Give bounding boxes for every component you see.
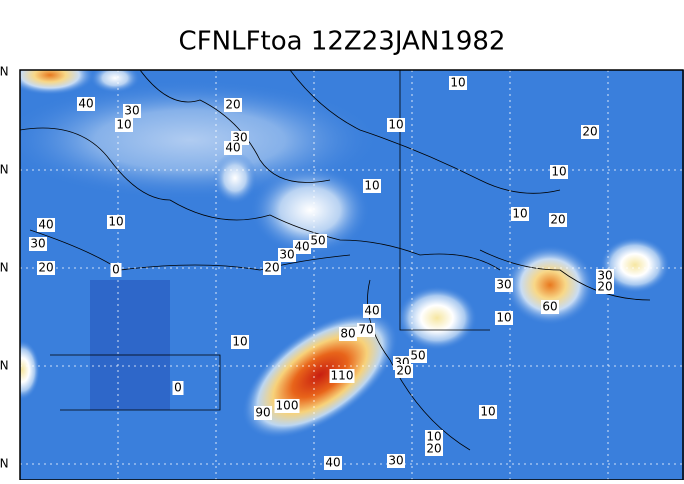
contour-label-box bbox=[224, 98, 242, 112]
contour-label: 20 bbox=[264, 261, 279, 275]
contour-label-box bbox=[263, 261, 281, 275]
contour-label-box bbox=[123, 104, 141, 118]
contour-label-box bbox=[274, 399, 300, 413]
latitude-label: 0N bbox=[0, 457, 9, 471]
contour-label-box bbox=[479, 405, 497, 419]
contour-label: 30 bbox=[30, 237, 45, 251]
contour-label-box bbox=[395, 364, 413, 378]
contour-label: 50 bbox=[310, 234, 325, 248]
contour-label-box bbox=[224, 141, 242, 155]
contour-label-box bbox=[596, 280, 614, 294]
contour-label-box bbox=[387, 454, 405, 468]
contour-label-box bbox=[254, 406, 272, 420]
contour-label: 20 bbox=[396, 364, 411, 378]
contour-label: 40 bbox=[325, 456, 340, 470]
contour-label: 20 bbox=[550, 213, 565, 227]
map-title: CFNLFtoa 12Z23JAN1982 bbox=[179, 27, 506, 57]
contour-label-box bbox=[29, 237, 47, 251]
contour-label: 10 bbox=[512, 207, 527, 221]
contour-label-box bbox=[231, 335, 249, 349]
contour-label: 10 bbox=[116, 118, 131, 132]
contour-label: 10 bbox=[232, 335, 247, 349]
contour-label: 30 bbox=[124, 104, 139, 118]
contour-label: 10 bbox=[496, 311, 511, 325]
contour-label-box bbox=[495, 311, 513, 325]
contour-label: 20 bbox=[597, 280, 612, 294]
contour-label: 90 bbox=[255, 406, 270, 420]
contour-label: 0 bbox=[174, 381, 182, 395]
contour-label: 40 bbox=[38, 218, 53, 232]
contour-label: 10 bbox=[426, 430, 441, 444]
contour-label-box bbox=[107, 215, 125, 229]
contour-label: 20 bbox=[38, 261, 53, 275]
contour-label-box bbox=[357, 323, 375, 337]
contour-label: 30 bbox=[496, 278, 511, 292]
contour-label: 40 bbox=[225, 141, 240, 155]
contour-label: 10 bbox=[450, 76, 465, 90]
contour-label-box bbox=[278, 248, 296, 262]
contour-label: 40 bbox=[294, 240, 309, 254]
contour-label-box bbox=[387, 118, 405, 132]
contour-label-box bbox=[449, 76, 467, 90]
latitude-label: 0N bbox=[0, 163, 9, 177]
contour-label-box bbox=[409, 349, 427, 363]
contour-label: 10 bbox=[480, 405, 495, 419]
contour-label-box bbox=[324, 456, 342, 470]
contour-label-box bbox=[293, 240, 311, 254]
contour-label: 10 bbox=[108, 215, 123, 229]
contour-label: 20 bbox=[225, 98, 240, 112]
contour-label: 30 bbox=[279, 248, 294, 262]
contour-label-box bbox=[596, 269, 614, 283]
contour-label: 20 bbox=[426, 442, 441, 456]
contour-label-box bbox=[495, 278, 513, 292]
contour-label: 50 bbox=[410, 349, 425, 363]
contour-label: 10 bbox=[388, 118, 403, 132]
latitude-label: 0N bbox=[0, 261, 9, 275]
contour-label-box bbox=[363, 179, 381, 193]
contour-label-box bbox=[77, 97, 95, 111]
contour-label-box bbox=[511, 207, 529, 221]
contour-label-box bbox=[339, 327, 357, 341]
contour-label-box bbox=[309, 234, 327, 248]
contour-label-box bbox=[115, 118, 133, 132]
contour-label: 30 bbox=[388, 454, 403, 468]
contour-label-box bbox=[363, 304, 381, 318]
contour-label: 10 bbox=[364, 179, 379, 193]
contour-label-box bbox=[550, 165, 568, 179]
contour-label: 80 bbox=[340, 327, 355, 341]
contour-label: 110 bbox=[331, 369, 354, 383]
contour-label: 40 bbox=[78, 97, 93, 111]
contour-label-box bbox=[37, 218, 55, 232]
contour-label-box bbox=[549, 213, 567, 227]
contour-label: 0 bbox=[112, 263, 120, 277]
contour-label: 100 bbox=[276, 399, 299, 413]
latitude-label: 0N bbox=[0, 65, 9, 79]
contour-label-box bbox=[329, 369, 355, 383]
contour-label-box bbox=[425, 442, 443, 456]
contour-label-box bbox=[541, 300, 559, 314]
contour-label: 30 bbox=[597, 269, 612, 283]
map-field bbox=[20, 70, 684, 480]
contour-label-box bbox=[581, 125, 599, 139]
contour-label: 10 bbox=[551, 165, 566, 179]
contour-label: 60 bbox=[542, 300, 557, 314]
contour-label: 40 bbox=[364, 304, 379, 318]
contour-label-box bbox=[425, 430, 443, 444]
contour-label: 20 bbox=[582, 125, 597, 139]
contour-label: 70 bbox=[358, 323, 373, 337]
latitude-label: 0N bbox=[0, 359, 9, 373]
contour-label-box bbox=[110, 263, 122, 277]
contour-label-box bbox=[172, 381, 184, 395]
contour-label-box bbox=[37, 261, 55, 275]
